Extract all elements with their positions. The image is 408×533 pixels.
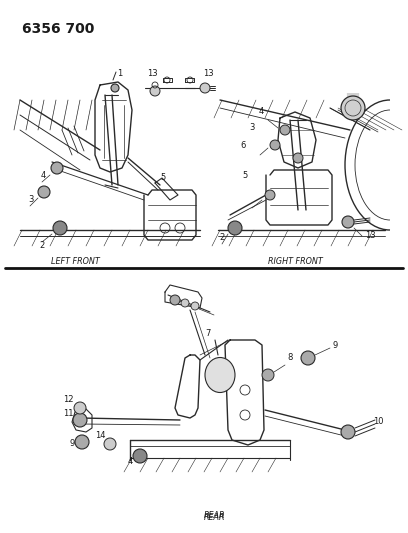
Text: 5: 5 bbox=[160, 174, 166, 182]
Text: LEFT FRONT: LEFT FRONT bbox=[51, 256, 100, 265]
Text: 2: 2 bbox=[40, 240, 44, 249]
Text: 2: 2 bbox=[220, 232, 225, 241]
Circle shape bbox=[293, 153, 303, 163]
Text: 10: 10 bbox=[373, 417, 383, 426]
Text: 3: 3 bbox=[28, 196, 34, 205]
Text: 9: 9 bbox=[69, 439, 75, 448]
Text: 13: 13 bbox=[203, 69, 213, 78]
Circle shape bbox=[133, 449, 147, 463]
Text: 4: 4 bbox=[40, 172, 46, 181]
Text: 7: 7 bbox=[205, 329, 211, 338]
Text: 14: 14 bbox=[95, 432, 105, 440]
Text: 6: 6 bbox=[240, 141, 246, 149]
Text: 4: 4 bbox=[258, 108, 264, 117]
Text: 9: 9 bbox=[333, 342, 338, 351]
Circle shape bbox=[301, 351, 315, 365]
Circle shape bbox=[341, 425, 355, 439]
Circle shape bbox=[342, 216, 354, 228]
Circle shape bbox=[228, 221, 242, 235]
Circle shape bbox=[280, 125, 290, 135]
Text: 6356 700: 6356 700 bbox=[22, 22, 94, 36]
Circle shape bbox=[265, 190, 275, 200]
Text: 12: 12 bbox=[63, 395, 73, 405]
Circle shape bbox=[200, 83, 210, 93]
Text: 5: 5 bbox=[242, 171, 248, 180]
Ellipse shape bbox=[205, 358, 235, 392]
Text: 3: 3 bbox=[249, 124, 255, 133]
Text: REAR: REAR bbox=[204, 512, 226, 521]
Text: 13: 13 bbox=[147, 69, 157, 78]
Circle shape bbox=[75, 435, 89, 449]
Circle shape bbox=[341, 96, 365, 120]
Text: 11: 11 bbox=[63, 409, 73, 418]
Circle shape bbox=[270, 140, 280, 150]
Text: 8: 8 bbox=[287, 353, 293, 362]
Circle shape bbox=[181, 299, 189, 307]
Text: RIGHT FRONT: RIGHT FRONT bbox=[268, 256, 322, 265]
Circle shape bbox=[150, 86, 160, 96]
Text: REAR: REAR bbox=[204, 513, 226, 521]
Circle shape bbox=[74, 402, 86, 414]
Text: 1: 1 bbox=[118, 69, 123, 77]
Text: 13: 13 bbox=[365, 230, 375, 239]
Circle shape bbox=[111, 84, 119, 92]
Circle shape bbox=[38, 186, 50, 198]
Circle shape bbox=[51, 162, 63, 174]
Circle shape bbox=[262, 369, 274, 381]
Circle shape bbox=[53, 221, 67, 235]
Circle shape bbox=[104, 438, 116, 450]
Circle shape bbox=[73, 413, 87, 427]
Text: 4: 4 bbox=[127, 457, 133, 466]
Circle shape bbox=[170, 295, 180, 305]
Circle shape bbox=[191, 302, 199, 310]
